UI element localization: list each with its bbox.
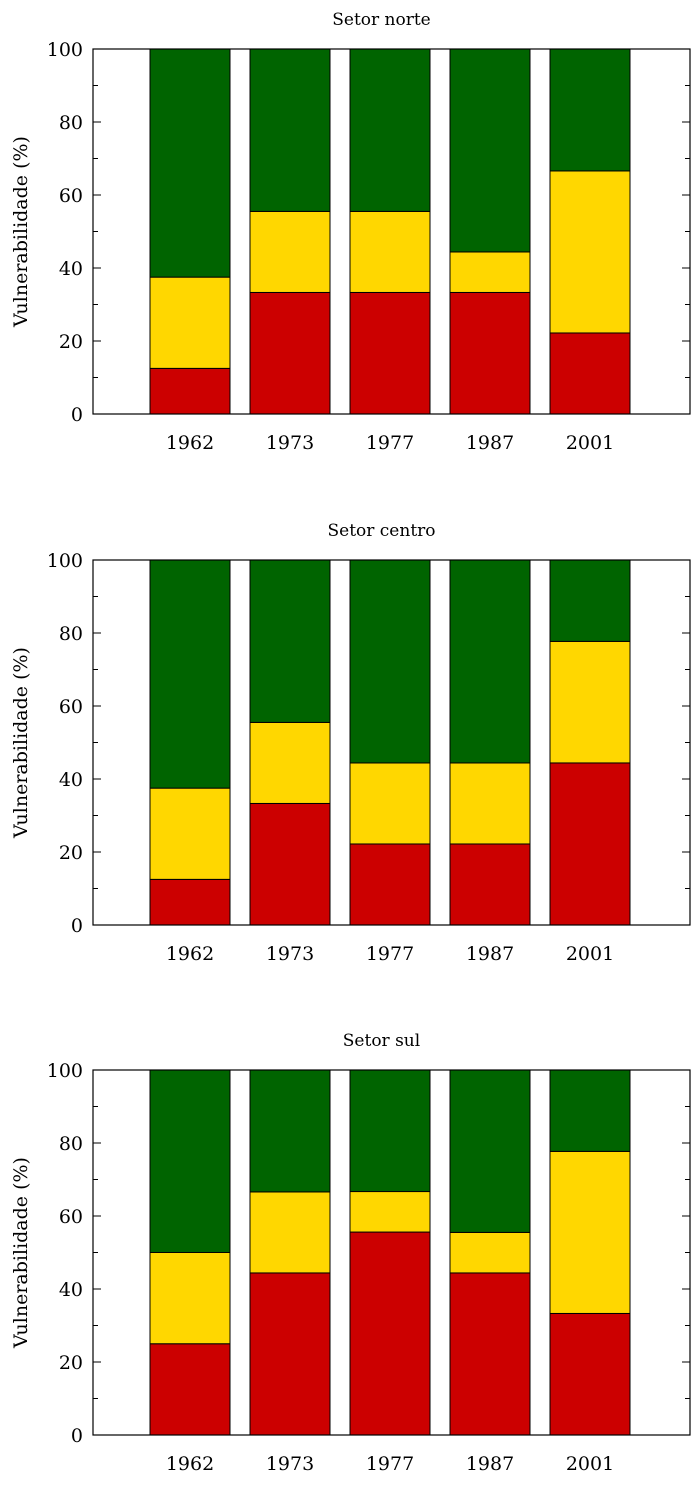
y-tick-label: 60 xyxy=(59,1206,83,1228)
bar-2001-medium xyxy=(549,640,631,764)
bar-1973-high xyxy=(249,802,331,926)
y-tick-label: 100 xyxy=(47,550,83,572)
bar-2001-high xyxy=(549,332,631,415)
y-tick-label: 20 xyxy=(59,331,83,353)
x-tick-label: 2001 xyxy=(566,432,614,454)
y-tick-label: 0 xyxy=(71,915,83,937)
bar-1977-high xyxy=(349,843,431,926)
bar-2001-medium xyxy=(549,1150,631,1314)
y-tick-label: 0 xyxy=(71,404,83,426)
bar-1973-low xyxy=(249,1069,331,1193)
y-axis-label: Vulnerabilidade (%) xyxy=(10,647,32,839)
bar-1962-medium xyxy=(149,787,231,880)
x-tick-label: 1977 xyxy=(366,432,414,454)
bar-1973-medium xyxy=(249,1191,331,1274)
y-tick-label: 40 xyxy=(59,1279,83,1301)
x-tick-label: 1973 xyxy=(266,1453,314,1472)
bar-1962-low xyxy=(149,1069,231,1253)
bar-1962-medium xyxy=(149,1252,231,1345)
bar-1987-low xyxy=(449,1069,531,1233)
bar-1962-low xyxy=(149,48,231,278)
y-tick-label: 100 xyxy=(47,39,83,61)
bar-1977-low xyxy=(349,559,431,764)
x-tick-label: 1962 xyxy=(166,943,214,965)
chart-title: Setor centro xyxy=(327,521,435,541)
bar-1962-medium xyxy=(149,276,231,369)
bar-2001-medium xyxy=(549,170,631,334)
chart-panel-sul: Setor sul Vulnerabilidade (%) 1962 1973 1977… xyxy=(0,1021,697,1501)
bar-1962-high xyxy=(149,878,231,926)
y-tick-label: 60 xyxy=(59,696,83,718)
x-tick-label: 1962 xyxy=(166,432,214,454)
bar-2001-low xyxy=(549,559,631,642)
bar-1977-high xyxy=(349,1231,431,1436)
bar-1987-high xyxy=(449,1272,531,1436)
bar-1987-low xyxy=(449,559,531,764)
bar-1962-high xyxy=(149,1343,231,1436)
chart-title: Setor sul xyxy=(343,1031,420,1051)
y-tick-label: 20 xyxy=(59,842,83,864)
bar-1973-high xyxy=(249,291,331,415)
x-tick-label: 1973 xyxy=(266,943,314,965)
bar-1987-high xyxy=(449,291,531,415)
bar-1977-medium xyxy=(349,210,431,293)
x-tick-label: 1962 xyxy=(166,1453,214,1472)
bar-1987-low xyxy=(449,48,531,253)
bar-2001-high xyxy=(549,1312,631,1436)
bar-1987-medium xyxy=(449,762,531,845)
x-tick-label: 1987 xyxy=(466,1453,514,1472)
y-tick-label: 80 xyxy=(59,623,83,645)
bar-2001-low xyxy=(549,48,631,172)
bar-2001-high xyxy=(549,762,631,926)
bar-1962-high xyxy=(149,367,231,415)
chart-panel-centro: Setor centro Vulnerabilidade (%) 1962 1973 1… xyxy=(0,511,697,991)
y-tick-label: 100 xyxy=(47,1060,83,1082)
y-tick-label: 20 xyxy=(59,1352,83,1374)
x-tick-label: 1987 xyxy=(466,943,514,965)
x-tick-label: 1977 xyxy=(366,1453,414,1472)
y-axis-label: Vulnerabilidade (%) xyxy=(10,1157,32,1349)
chart-svg-centro: Setor centro Vulnerabilidade (%) 1962 1973 1… xyxy=(10,521,691,965)
bar-1977-low xyxy=(349,1069,431,1193)
x-tick-label: 2001 xyxy=(566,1453,614,1472)
y-axis-label: Vulnerabilidade (%) xyxy=(10,136,32,328)
y-tick-label: 80 xyxy=(59,1133,83,1155)
x-tick-label: 1987 xyxy=(466,432,514,454)
bar-1973-medium xyxy=(249,721,331,804)
bar-1987-high xyxy=(449,843,531,926)
bar-1987-medium xyxy=(449,251,531,293)
bar-1973-high xyxy=(249,1272,331,1436)
bar-1973-low xyxy=(249,48,331,212)
y-tick-label: 40 xyxy=(59,258,83,280)
chart-panel-norte: Setor norte Vulnerabilidade (%) 1962 1973 19… xyxy=(0,0,697,480)
chart-svg-norte: Setor norte Vulnerabilidade (%) 1962 1973 19… xyxy=(10,10,691,454)
bar-1973-medium xyxy=(249,210,331,293)
chart-svg-sul: Setor sul Vulnerabilidade (%) 1962 1973 1977… xyxy=(10,1031,691,1472)
bar-1987-medium xyxy=(449,1231,531,1274)
y-tick-label: 60 xyxy=(59,185,83,207)
bar-1977-low xyxy=(349,48,431,212)
x-tick-label: 2001 xyxy=(566,943,614,965)
bar-1977-high xyxy=(349,291,431,415)
chart-title: Setor norte xyxy=(332,10,431,30)
x-tick-label: 1973 xyxy=(266,432,314,454)
x-tick-label: 1977 xyxy=(366,943,414,965)
y-tick-label: 40 xyxy=(59,769,83,791)
y-tick-label: 80 xyxy=(59,112,83,134)
y-tick-label: 0 xyxy=(71,1425,83,1447)
bar-1962-low xyxy=(149,559,231,789)
bar-2001-low xyxy=(549,1069,631,1152)
bar-1973-low xyxy=(249,559,331,723)
bar-1977-medium xyxy=(349,762,431,845)
bar-1977-medium xyxy=(349,1191,431,1233)
